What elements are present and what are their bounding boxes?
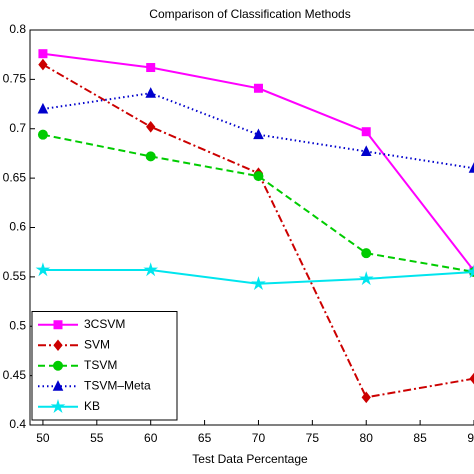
data-point bbox=[466, 264, 474, 279]
legend-label: SVM bbox=[84, 337, 110, 351]
y-tick-label: 0.75 bbox=[3, 72, 27, 86]
y-tick-label: 0.6 bbox=[9, 220, 26, 234]
y-tick-label: 0.4 bbox=[9, 417, 26, 431]
data-point bbox=[469, 372, 474, 385]
x-tick-label: 50 bbox=[36, 431, 50, 445]
data-point bbox=[37, 102, 49, 114]
data-point bbox=[146, 120, 156, 133]
legend-label: KB bbox=[84, 399, 100, 413]
data-point bbox=[468, 162, 474, 173]
y-tick-label: 0.5 bbox=[9, 318, 26, 332]
legend-marker bbox=[52, 380, 64, 391]
data-point bbox=[253, 83, 263, 93]
x-tick-label: 65 bbox=[198, 431, 212, 445]
legend-marker bbox=[50, 399, 66, 413]
y-tick-label: 0.45 bbox=[3, 368, 27, 382]
data-point bbox=[38, 58, 48, 71]
data-point bbox=[361, 248, 372, 259]
data-point bbox=[35, 262, 51, 277]
data-point bbox=[145, 151, 156, 162]
x-tick-label: 55 bbox=[90, 431, 104, 445]
data-point bbox=[143, 262, 159, 277]
data-point bbox=[146, 63, 156, 73]
data-point bbox=[360, 145, 372, 156]
legend-marker bbox=[53, 320, 63, 330]
x-axis-label: Test Data Percentage bbox=[192, 452, 308, 466]
data-point bbox=[358, 271, 374, 286]
x-tick-label: 80 bbox=[360, 431, 374, 445]
series-line bbox=[42, 133, 474, 273]
data-point bbox=[37, 129, 48, 140]
y-tick-label: 0.55 bbox=[3, 269, 27, 283]
y-tick-label: 0.7 bbox=[9, 121, 26, 135]
y-tick-label: 0.8 bbox=[9, 22, 26, 36]
legend-marker bbox=[53, 360, 63, 371]
legend-label: TSVM–Meta bbox=[84, 378, 151, 392]
data-point bbox=[253, 171, 264, 182]
legend-label: 3CSVM bbox=[84, 317, 125, 331]
x-tick-label: 85 bbox=[413, 431, 427, 445]
legend-marker bbox=[53, 339, 63, 352]
data-point bbox=[251, 276, 266, 291]
data-point bbox=[361, 127, 371, 137]
y-tick-label: 0.65 bbox=[3, 170, 27, 184]
x-tick-label: 90 bbox=[467, 431, 474, 445]
data-point bbox=[145, 87, 157, 98]
data-point bbox=[361, 391, 371, 404]
data-point bbox=[38, 49, 48, 59]
chart-title: Comparison of Classification Methods bbox=[149, 7, 350, 21]
legend-label: TSVM bbox=[84, 358, 117, 372]
data-point bbox=[253, 128, 264, 140]
series-line bbox=[42, 92, 474, 170]
x-tick-label: 60 bbox=[144, 431, 158, 445]
x-tick-label: 75 bbox=[306, 431, 320, 445]
x-tick-label: 70 bbox=[252, 431, 266, 445]
